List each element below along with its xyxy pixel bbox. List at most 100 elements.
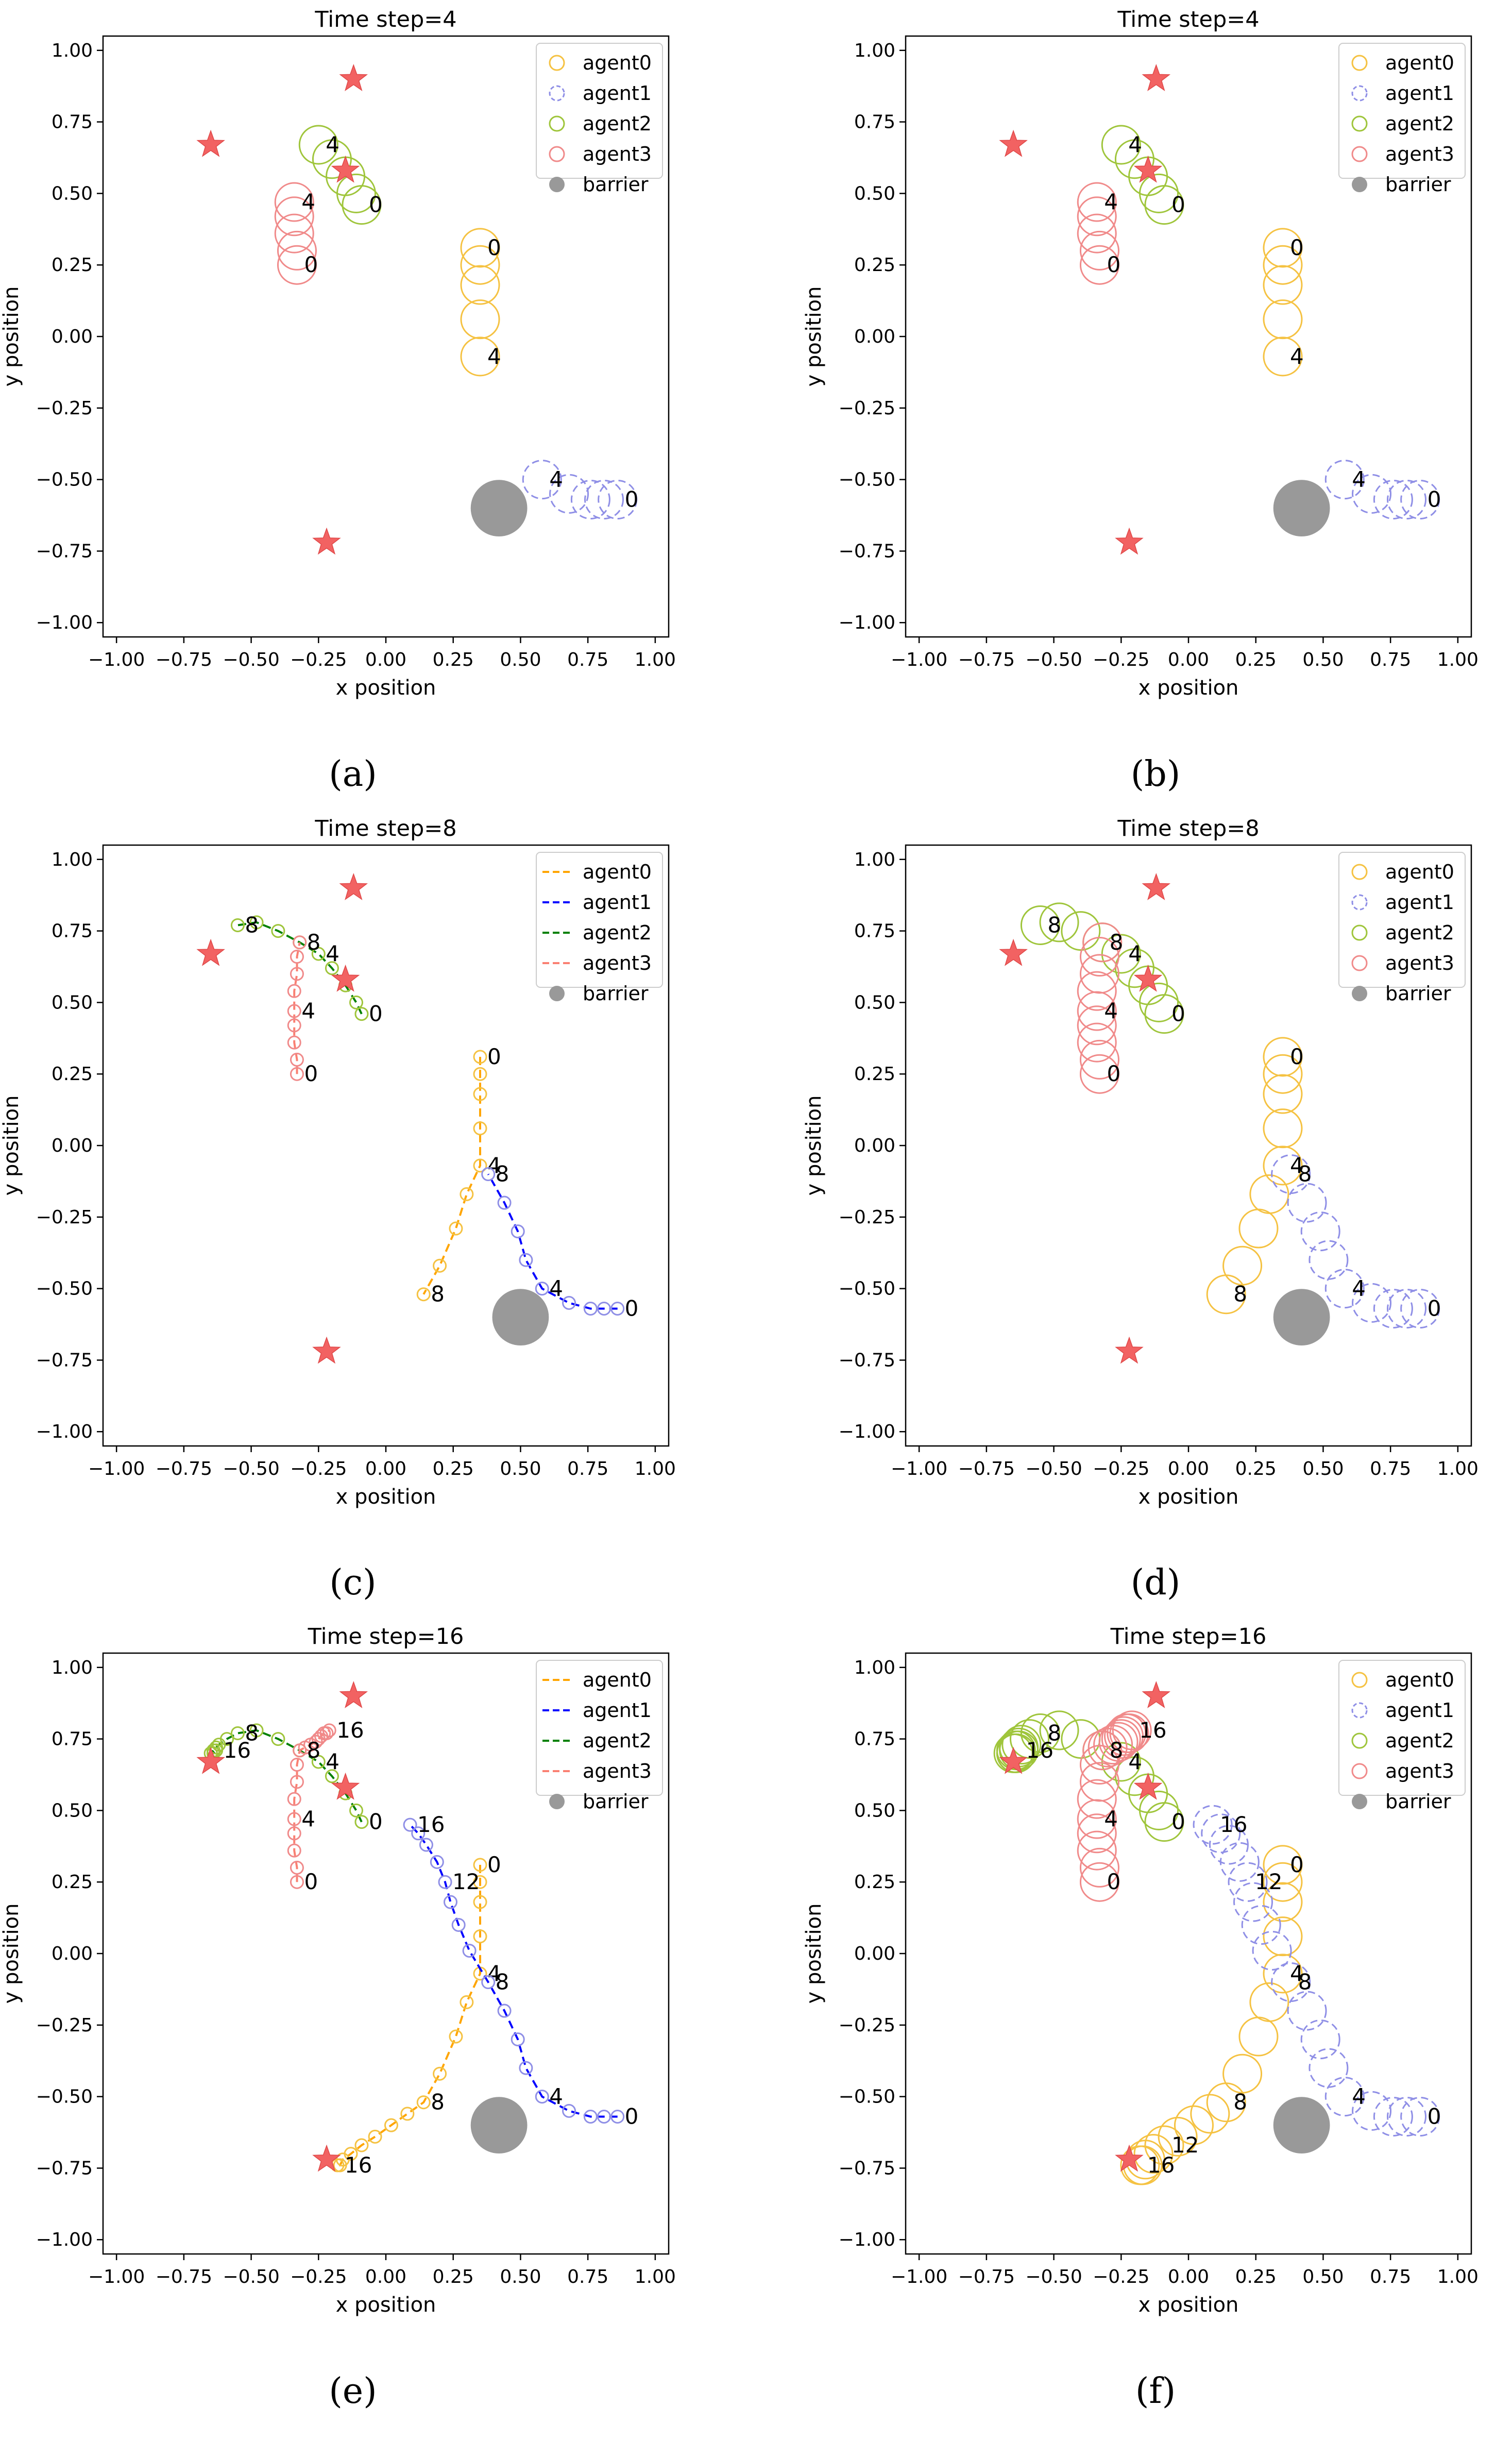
step-label: 8 <box>245 1720 259 1745</box>
goal-star-icon <box>1115 2144 1144 2172</box>
x-tick-label: 0.00 <box>365 1458 406 1479</box>
legend-label: agent2 <box>583 112 652 135</box>
panel-f: Time step=16 −1.00 −0.75 −0.50 −0.25 0.00 0.25… <box>802 1624 1479 2317</box>
legend-label: barrier <box>583 1790 649 1813</box>
goal-star-icon <box>1133 964 1163 992</box>
agent-position-circle <box>1387 479 1427 519</box>
agent-position-circle <box>1101 125 1141 165</box>
y-tick-label: −1.00 <box>36 612 93 633</box>
y-tick-label: 0.00 <box>854 1135 895 1156</box>
trajectory-marker <box>497 2004 512 2018</box>
y-tick-label: 0.50 <box>854 1800 895 1821</box>
trajectory-marker <box>438 1875 452 1889</box>
step-label: 8 <box>1047 912 1061 937</box>
x-tick-label: 1.00 <box>1437 649 1479 670</box>
step-label: 8 <box>1047 1720 1061 1745</box>
x-tick-label: −1.00 <box>88 649 145 670</box>
trajectory-line <box>422 1056 481 1295</box>
agent-position-circle <box>584 479 624 519</box>
legend-circle-swatch <box>1351 1702 1368 1719</box>
agent-position-circle <box>1228 1862 1268 1902</box>
agent-series-agent3: 04 <box>274 182 318 285</box>
panel-caption: (a) <box>329 754 377 795</box>
agent-series-agent3: 0 4 8 <box>1077 922 1123 1094</box>
agent-position-circle <box>1263 1862 1303 1902</box>
agent-position-circle <box>1263 1954 1303 1994</box>
step-label: 0 <box>487 1044 501 1069</box>
trajectory-marker <box>290 1775 304 1789</box>
legend-label: agent2 <box>1385 112 1454 135</box>
y-tick-label: 0.50 <box>52 1800 93 1821</box>
x-tick-label: −0.75 <box>958 2266 1015 2287</box>
step-label: 0 <box>304 1061 318 1086</box>
x-tick-label: −0.25 <box>1093 1458 1149 1479</box>
y-tick-label: −0.25 <box>839 398 895 419</box>
x-tick-label: 0.00 <box>365 649 406 670</box>
step-label: 0 <box>1107 1869 1120 1894</box>
legend-label: agent1 <box>583 82 652 105</box>
goal-star-icon <box>312 1336 341 1364</box>
agent-position-circle <box>1300 2020 1340 2060</box>
trajectory-marker <box>290 1875 304 1889</box>
trajectory-marker <box>230 1726 245 1740</box>
trajectory-marker <box>462 1943 477 1958</box>
legend-label: barrier <box>1385 173 1451 196</box>
panel-e: Time step=16 −1.00 −0.75 −0.50 −0.25 0.00 0.25… <box>0 1624 676 2317</box>
panel-title: Time step=4 <box>1117 7 1259 32</box>
trajectory-marker <box>249 915 264 930</box>
x-tick-label: −0.75 <box>958 649 1015 670</box>
step-label: 0 <box>1428 486 1441 512</box>
goal-star-icon <box>1115 1336 1144 1364</box>
step-label: 4 <box>1128 132 1142 157</box>
legend-circle-swatch <box>549 85 565 102</box>
y-tick-label: −0.50 <box>839 2086 895 2108</box>
agent-position-circle <box>1263 1054 1303 1094</box>
agent-position-circle <box>1400 1288 1440 1328</box>
step-label: 0 <box>1428 1295 1441 1321</box>
agent-position-circle <box>1082 922 1123 963</box>
x-tick-label: −0.50 <box>223 1458 279 1479</box>
goal-star-icon <box>312 527 341 555</box>
x-tick-label: 0.00 <box>1168 2266 1209 2287</box>
trajectory-marker <box>293 935 307 950</box>
trajectory-marker <box>511 1224 525 1239</box>
trajectory-marker <box>519 1253 533 1267</box>
goal-star-icon <box>196 129 225 157</box>
y-axis-label: y position <box>0 1096 23 1196</box>
trajectory-marker <box>473 1121 487 1136</box>
y-tick-label: 0.25 <box>52 255 93 276</box>
agent-position-circle <box>1079 230 1119 271</box>
step-label: 16 <box>345 2152 372 2178</box>
agent-position-circle <box>1238 1208 1279 1249</box>
legend-dot-swatch <box>549 986 565 1001</box>
trajectory-marker <box>290 1052 304 1067</box>
y-tick-label: −0.75 <box>839 1350 895 1371</box>
agent-position-circle <box>460 228 500 268</box>
step-label: 0 <box>369 1001 383 1027</box>
y-tick-label: −0.75 <box>839 2158 895 2179</box>
step-label: 0 <box>369 1809 383 1835</box>
agent-position-circle <box>570 479 610 519</box>
agent-position-circle <box>1079 1762 1119 1802</box>
step-label: 8 <box>496 1162 509 1187</box>
step-label: 4 <box>301 189 315 214</box>
trajectory-marker <box>311 947 326 961</box>
trajectory-marker <box>473 1875 487 1889</box>
goal-star-icon <box>196 938 225 966</box>
agent-series-agent1: 04 <box>522 460 638 519</box>
agent-position-circle <box>1241 1905 1281 1945</box>
goal-star-icon <box>999 129 1028 157</box>
step-label: 0 <box>625 2104 639 2129</box>
legend-label: barrier <box>583 982 649 1005</box>
trajectory-line <box>409 1824 618 2118</box>
agent-position-circle <box>1400 479 1440 519</box>
trajectory-marker <box>597 1301 611 1316</box>
legend-circle-swatch <box>1351 1763 1368 1779</box>
trajectory-marker <box>354 1815 369 1829</box>
goal-star-icon <box>331 1772 360 1800</box>
agent-position-circle <box>1352 474 1392 514</box>
legend-label: barrier <box>1385 982 1451 1005</box>
panel-title: Time step=4 <box>314 7 456 32</box>
step-label: 8 <box>1233 1282 1247 1307</box>
